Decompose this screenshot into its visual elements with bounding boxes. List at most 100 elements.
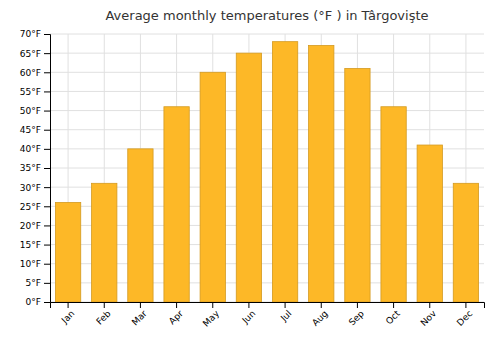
tick-label: Apr — [167, 308, 185, 326]
tick: 60°F — [20, 68, 50, 78]
tick-mark — [44, 187, 50, 188]
grid-line — [50, 72, 484, 73]
tick: Jan — [59, 302, 77, 326]
tick-mark — [285, 302, 286, 308]
tick: 5°F — [26, 278, 50, 288]
y-axis: 0°F 5°F 10°F 15°F 20°F 25°F 30°F 35°F 40°F 45°F 50… — [20, 29, 51, 307]
tick-label: Dec — [455, 308, 474, 327]
tick-mark — [465, 302, 466, 308]
tick: Apr — [167, 302, 185, 327]
tick-mark — [44, 225, 50, 226]
tick: 20°F — [20, 221, 50, 231]
tick: 40°F — [20, 144, 50, 154]
tick: 50°F — [20, 106, 50, 116]
tick: 25°F — [20, 202, 50, 212]
tick-mark — [44, 72, 50, 73]
tick: Dec — [455, 302, 474, 328]
tick: Aug — [310, 302, 330, 328]
tick-label: 65°F — [20, 49, 41, 59]
tick: 15°F — [20, 240, 50, 250]
tick-mark — [176, 302, 177, 308]
tick: 35°F — [20, 163, 50, 173]
tick-mark — [104, 302, 105, 308]
tick-label: Feb — [94, 308, 113, 327]
tick: 55°F — [20, 87, 50, 97]
tick-mark — [44, 111, 50, 112]
bar — [309, 45, 334, 302]
tick-label: Jun — [240, 308, 258, 326]
tick: Sep — [347, 302, 366, 328]
tick-mark — [44, 168, 50, 169]
tick-mark — [44, 91, 50, 92]
tick-mark — [44, 149, 50, 150]
tick-label: Aug — [310, 308, 330, 328]
grid-line — [50, 129, 484, 130]
tick: May — [201, 302, 222, 329]
grid-line — [50, 34, 484, 35]
bar — [236, 53, 261, 302]
tick-mark — [44, 34, 50, 35]
bar — [417, 145, 442, 302]
tick-label: 5°F — [26, 278, 41, 288]
tick-mark — [393, 302, 394, 308]
tick-mark — [429, 302, 430, 308]
tick: Jun — [240, 302, 258, 326]
tick-mark — [44, 206, 50, 207]
tick: 0°F — [26, 297, 50, 307]
grid-line — [50, 91, 484, 92]
tick: Mar — [130, 302, 149, 328]
tick: Feb — [94, 302, 113, 327]
bar — [128, 149, 153, 302]
tick: 65°F — [20, 49, 50, 59]
tick: 30°F — [20, 183, 50, 193]
bar — [272, 42, 297, 302]
tick-label: May — [201, 308, 222, 329]
tick-label: Jan — [59, 308, 77, 326]
tick-label: Sep — [347, 308, 366, 327]
bar — [55, 202, 80, 302]
tick: Nov — [419, 302, 439, 328]
bars — [55, 42, 478, 302]
tick-label: 10°F — [20, 259, 41, 269]
tick-label: 0°F — [26, 297, 41, 307]
tick-label: 35°F — [20, 163, 41, 173]
tick: Jul — [278, 302, 293, 324]
plot: 0°F 5°F 10°F 15°F 20°F 25°F 30°F 35°F 40°F 45°F 50… — [20, 29, 485, 328]
axis-line — [44, 35, 51, 303]
tick: 10°F — [20, 259, 50, 269]
tick-label: Nov — [419, 308, 439, 328]
chart: 0°F 5°F 10°F 15°F 20°F 25°F 30°F 35°F 40°F 45°F 50… — [0, 0, 500, 350]
bar — [345, 68, 370, 302]
tick-label: 30°F — [20, 183, 41, 193]
tick: 45°F — [20, 125, 50, 135]
tick-mark — [44, 53, 50, 54]
tick-mark — [44, 264, 50, 265]
tick-mark — [357, 302, 358, 308]
tick-mark — [321, 302, 322, 308]
tick-label: 40°F — [20, 144, 41, 154]
tick-label: 45°F — [20, 125, 41, 135]
tick-mark — [212, 302, 213, 308]
tick-label: Mar — [130, 308, 149, 327]
bar — [164, 107, 189, 302]
tick-mark — [44, 283, 50, 284]
tick-label: Oct — [384, 308, 402, 326]
tick-mark — [44, 130, 50, 131]
bar — [453, 183, 478, 302]
axis-line — [51, 303, 485, 309]
tick-label: Jul — [278, 308, 293, 323]
grid-line — [50, 53, 484, 54]
bar — [381, 107, 406, 302]
tick-mark — [248, 302, 249, 308]
grid-line — [50, 110, 484, 111]
title: Average monthly temperatures (°F ) in Tâ… — [105, 8, 428, 23]
tick-label: 60°F — [20, 68, 41, 78]
tick-mark — [44, 302, 50, 303]
grid — [50, 34, 484, 302]
bar — [92, 183, 117, 302]
tick-mark — [140, 302, 141, 308]
tick: 70°F — [20, 29, 50, 39]
x-axis: Jan Feb Mar Apr May Jun Jul Aug Sep Oct Nov Dec — [51, 302, 485, 329]
tick-label: 55°F — [20, 87, 41, 97]
tick: Oct — [384, 302, 402, 327]
